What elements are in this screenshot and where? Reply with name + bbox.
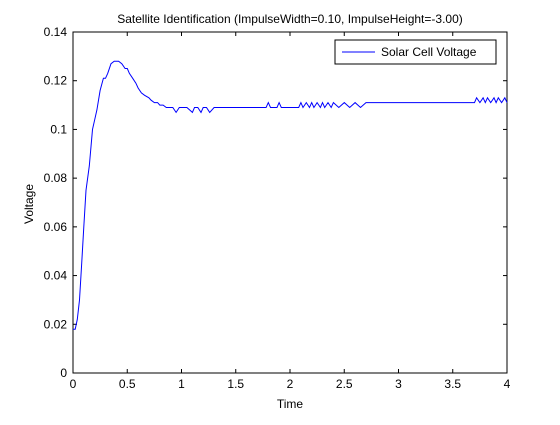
x-tick-label: 3.5 xyxy=(444,377,461,391)
y-axis-label: Voltage xyxy=(22,184,36,224)
x-axis-label: Time xyxy=(277,397,304,411)
chart-title: Satellite Identification (ImpulseWidth=0… xyxy=(117,12,463,26)
x-tick-label: 1.5 xyxy=(227,377,244,391)
legend-label: Solar Cell Voltage xyxy=(381,45,477,59)
series-group xyxy=(73,60,508,330)
x-tick-label: 4 xyxy=(504,377,511,391)
axes xyxy=(72,31,508,374)
legend: Solar Cell Voltage xyxy=(334,39,497,65)
x-tick-label: 0.5 xyxy=(119,377,136,391)
y-tick-label: 0.08 xyxy=(44,171,68,185)
x-tick-label: 2.5 xyxy=(336,377,353,391)
y-tick-label: 0.04 xyxy=(44,269,68,283)
tick-marks: 0 0.5 1 1.5 2 2.5 3 3.5 4 0 0.02 0.04 0.06 0.08 0.1 0.1… xyxy=(44,25,511,391)
series-line-0 xyxy=(73,60,508,330)
y-tick-label: 0.1 xyxy=(50,122,67,136)
x-tick-label: 0 xyxy=(70,377,77,391)
y-tick-label: 0.12 xyxy=(44,74,68,88)
y-tick-label: 0.06 xyxy=(44,220,68,234)
y-tick-label: 0.14 xyxy=(44,25,68,39)
plot-area xyxy=(72,31,508,374)
y-tick-label: 0.02 xyxy=(44,317,68,331)
x-tick-label: 2 xyxy=(287,377,294,391)
x-tick-label: 1 xyxy=(178,377,185,391)
x-tick-label: 3 xyxy=(395,377,402,391)
y-tick-label: 0 xyxy=(60,366,67,380)
